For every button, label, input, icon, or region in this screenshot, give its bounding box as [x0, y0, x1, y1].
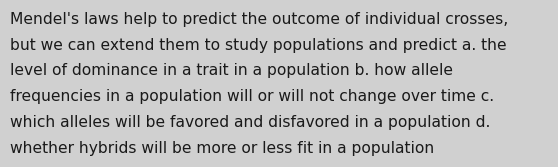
Text: level of dominance in a trait in a population b. how allele: level of dominance in a trait in a popul…: [10, 63, 453, 78]
Text: frequencies in a population will or will not change over time c.: frequencies in a population will or will…: [10, 89, 494, 104]
Text: whether hybrids will be more or less fit in a population: whether hybrids will be more or less fit…: [10, 141, 434, 156]
Text: Mendel's laws help to predict the outcome of individual crosses,: Mendel's laws help to predict the outcom…: [10, 12, 508, 27]
Text: which alleles will be favored and disfavored in a population d.: which alleles will be favored and disfav…: [10, 115, 490, 130]
Text: but we can extend them to study populations and predict a. the: but we can extend them to study populati…: [10, 38, 507, 53]
